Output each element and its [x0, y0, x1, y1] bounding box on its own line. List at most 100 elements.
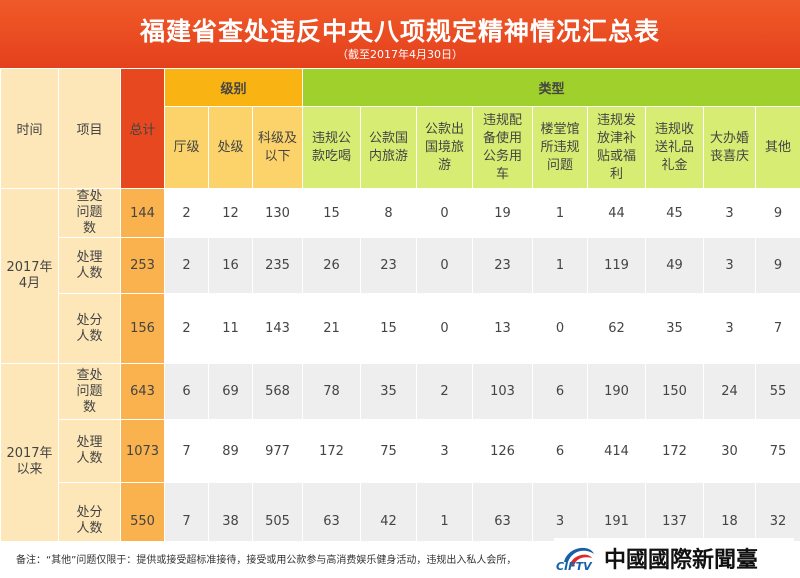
header-type: 公款出 国境旅游 [416, 106, 474, 189]
logo-name: 中國國際新聞臺 [604, 548, 759, 573]
table-cell: 7 [164, 419, 209, 483]
header-type: 公款国 内旅游 [360, 106, 418, 189]
row-item-label: 处分 人数 [58, 293, 121, 364]
header-level: 科级及 以下 [251, 106, 304, 189]
footnote-text: 备注：“其他”问题仅限于：提供或接受超标准接待，接受或用公款参与高消费娱乐健身活… [16, 555, 517, 566]
table-cell: 130 [251, 188, 304, 238]
period-label: 2017年 以来 [0, 363, 59, 560]
table-cell: 2 [416, 363, 474, 420]
table-cell: 235 [251, 237, 304, 294]
table-cell: 78 [302, 363, 362, 420]
table-cell: 11 [208, 293, 253, 364]
table-cell: 75 [360, 419, 418, 483]
header-type-group: 类型 [302, 68, 800, 107]
table-cell: 49 [645, 237, 705, 294]
table-cell: 44 [587, 188, 647, 238]
title-banner: 福建省查处违反中央八项规定精神情况汇总表 （截至2017年4月30日） [0, 0, 800, 68]
table-cell: 172 [645, 419, 705, 483]
table-row: 处理 人数 1073 7 89 977 172 75 3 126 6 414 172 30 75 [1, 419, 800, 483]
row-total: 253 [120, 237, 165, 294]
table-cell: 8 [360, 188, 418, 238]
table-cell: 2 [164, 188, 209, 238]
table-cell: 9 [755, 188, 800, 238]
table-cell: 6 [532, 363, 589, 420]
table-row: 2017年 4月 查处 问题数 144 2 12 130 15 8 0 19 1 44 45 3 9 [0, 188, 800, 364]
table-cell: 7 [755, 293, 800, 364]
table-cell: 35 [645, 293, 705, 364]
logo-abbr: CIFTV [556, 560, 592, 573]
header-level-group: 级别 [163, 68, 304, 107]
table-cell: 143 [251, 293, 304, 364]
header-type: 违规配 备使用 公务用车 [472, 106, 534, 189]
table-cell: 35 [360, 363, 418, 420]
broadcaster-logo: CIFTV 中國國際新聞臺 [554, 538, 794, 578]
table-cell: 150 [645, 363, 705, 420]
table-cell: 19 [472, 188, 534, 238]
table-cell: 26 [302, 237, 362, 294]
page-title: 福建省查处违反中央八项规定精神情况汇总表 [139, 17, 660, 46]
table-cell: 75 [755, 419, 800, 483]
table-cell: 24 [703, 363, 757, 420]
table-cell: 3 [703, 237, 757, 294]
row-item-label: 处理 人数 [58, 237, 121, 294]
table-cell: 2 [164, 237, 209, 294]
header-level: 厅级 [164, 106, 209, 189]
table-cell: 414 [587, 419, 647, 483]
table-cell: 6 [164, 363, 209, 420]
table-cell: 6 [532, 419, 589, 483]
table-cell: 0 [416, 188, 474, 238]
table-cell: 16 [208, 237, 253, 294]
table-cell: 190 [587, 363, 647, 420]
header-time: 时间 [0, 68, 59, 189]
table-cell: 15 [360, 293, 418, 364]
header-item: 项目 [58, 68, 121, 189]
table-cell: 568 [251, 363, 304, 420]
header-type: 其他 [755, 106, 800, 189]
table-cell: 3 [703, 293, 757, 364]
table-cell: 21 [302, 293, 362, 364]
header-type: 楼堂馆 所违规 问题 [532, 106, 589, 189]
header-total: 总计 [120, 68, 165, 189]
page-subtitle: （截至2017年4月30日） [337, 48, 463, 61]
table-cell: 23 [472, 237, 534, 294]
table-row: 处分 人数 156 2 11 143 21 15 0 13 0 62 35 3 7 [1, 293, 800, 364]
table-cell: 3 [703, 188, 757, 238]
table-cell: 45 [645, 188, 705, 238]
header-type: 违规收 送礼品 礼金 [645, 106, 705, 189]
table-cell: 3 [416, 419, 474, 483]
table-cell: 89 [208, 419, 253, 483]
summary-table: 时间 项目 总计 级别 类型 厅级 处级 科级及 以下 违规公 款吃喝 公款国 内旅游… [0, 68, 800, 560]
table-cell: 12 [208, 188, 253, 238]
table-cell: 55 [755, 363, 800, 420]
header-type: 违规公 款吃喝 [302, 106, 362, 189]
row-total: 643 [120, 363, 165, 420]
row-total: 156 [120, 293, 165, 364]
table-cell: 69 [208, 363, 253, 420]
table-cell: 126 [472, 419, 534, 483]
header-level: 处级 [208, 106, 253, 189]
row-item-label: 处理 人数 [58, 419, 121, 483]
header-type: 违规发 放津补 贴或福利 [587, 106, 647, 189]
table-row: 2017年 以来 查处 问题数 643 6 69 568 78 35 2 103 6 190 150 24 55 [0, 363, 800, 560]
table-cell: 23 [360, 237, 418, 294]
logo-swirl-icon [564, 547, 594, 566]
table-cell: 30 [703, 419, 757, 483]
table-cell: 15 [302, 188, 362, 238]
table-cell: 2 [164, 293, 209, 364]
row-total: 1073 [120, 419, 165, 483]
period-label: 2017年 4月 [0, 188, 59, 364]
table-cell: 0 [416, 237, 474, 294]
table-cell: 62 [587, 293, 647, 364]
row-item-label: 查处 问题数 [58, 188, 121, 238]
table-cell: 977 [251, 419, 304, 483]
table-cell: 0 [416, 293, 474, 364]
table-cell: 103 [472, 363, 534, 420]
row-item-label: 查处 问题数 [58, 363, 121, 420]
table-cell: 9 [755, 237, 800, 294]
row-total: 144 [120, 188, 165, 238]
table-cell: 1 [532, 188, 589, 238]
table-cell: 1 [532, 237, 589, 294]
table-cell: 119 [587, 237, 647, 294]
table-cell: 13 [472, 293, 534, 364]
